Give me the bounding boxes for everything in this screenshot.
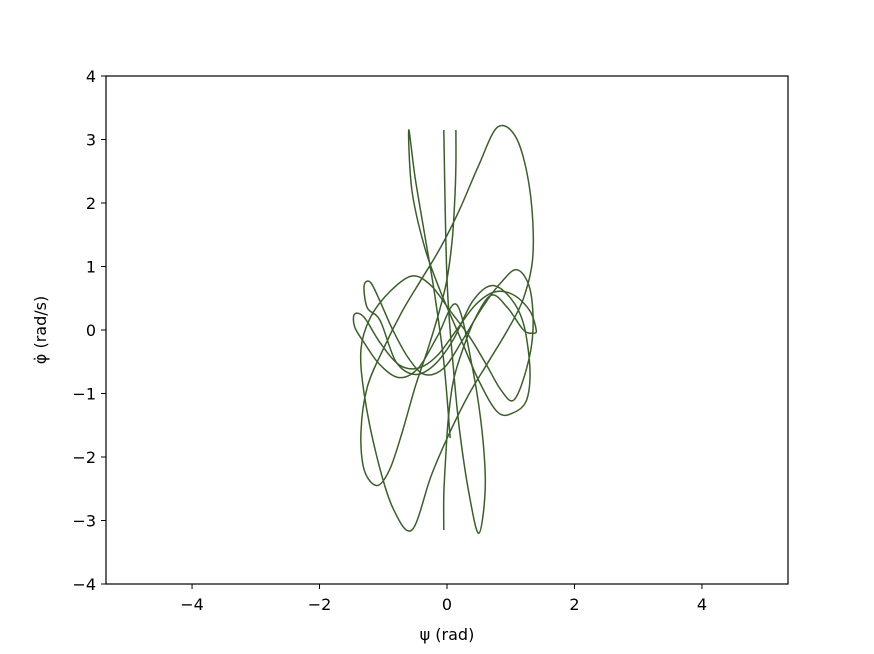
x-tick-label: 2 bbox=[569, 595, 579, 614]
x-tick-label: 0 bbox=[442, 595, 452, 614]
y-tick-label: 4 bbox=[86, 67, 96, 86]
x-tick-label: 4 bbox=[697, 595, 707, 614]
x-tick-label: −2 bbox=[308, 595, 332, 614]
series-line-1 bbox=[359, 124, 535, 532]
y-tick-label: −1 bbox=[72, 385, 96, 404]
series-layer bbox=[352, 124, 538, 534]
y-tick-label: −4 bbox=[72, 575, 96, 594]
y-tick-label: 2 bbox=[86, 194, 96, 213]
x-tick-label: −4 bbox=[180, 595, 204, 614]
x-axis-label: ψ (rad) bbox=[420, 625, 475, 644]
series-line-2 bbox=[352, 129, 538, 534]
y-axis-label: φ̇ (rad/s) bbox=[31, 296, 50, 364]
y-tick-label: −3 bbox=[72, 512, 96, 531]
y-tick-label: 1 bbox=[86, 258, 96, 277]
ticks-layer: −4 −2 0 2 4 −4 −3 −2 −1 0 1 2 3 4 bbox=[72, 67, 707, 614]
y-tick-label: 0 bbox=[86, 321, 96, 340]
y-tick-label: −2 bbox=[72, 448, 96, 467]
y-tick-label: 3 bbox=[86, 131, 96, 150]
